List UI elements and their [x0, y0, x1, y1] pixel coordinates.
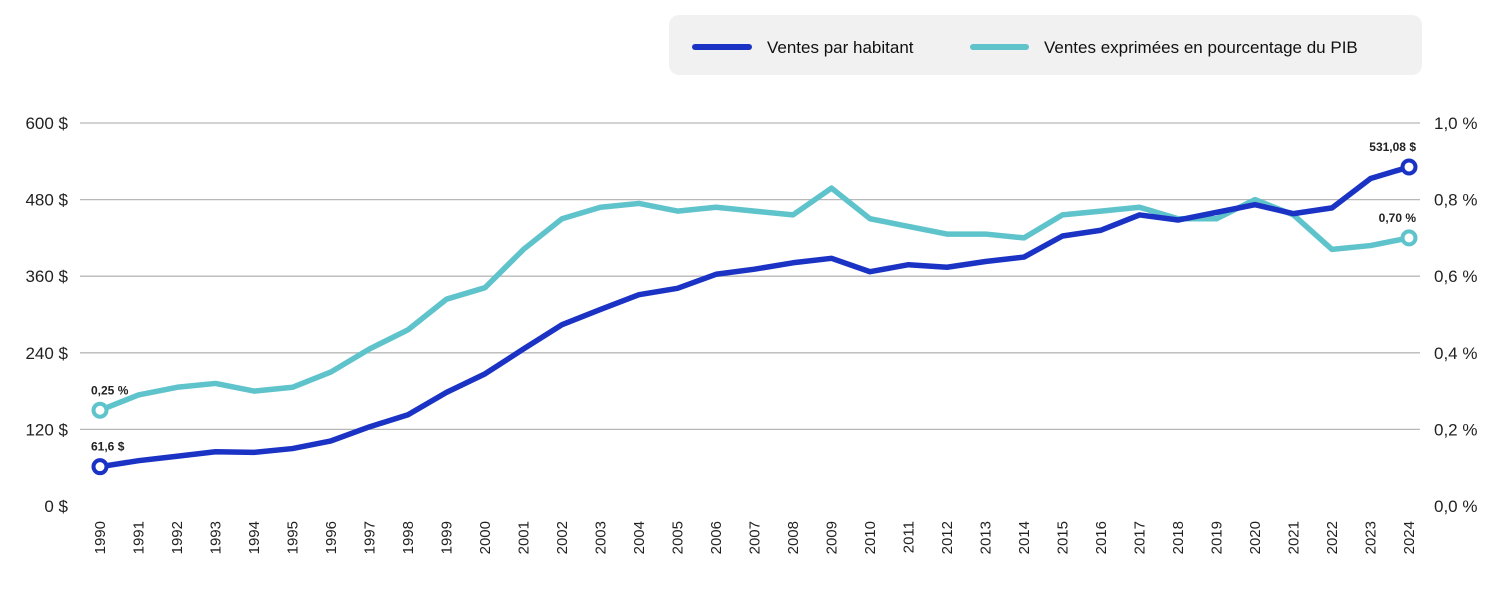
left-tick-label: 120 $: [25, 420, 68, 439]
x-tick-label: 2015: [1055, 521, 1072, 554]
x-tick-label: 2014: [1016, 521, 1033, 554]
x-tick-label: 2013: [978, 521, 995, 554]
x-tick-label: 1999: [439, 521, 456, 554]
legend-label: Ventes par habitant: [767, 38, 914, 57]
right-tick-label: 0,6 %: [1434, 267, 1477, 286]
x-tick-label: 1993: [208, 521, 225, 554]
x-tick-label: 2018: [1170, 521, 1187, 554]
x-tick-label: 2000: [477, 521, 494, 554]
data-label: 61,6 $: [91, 440, 125, 454]
x-tick-label: 1997: [362, 521, 379, 554]
x-tick-label: 2017: [1132, 521, 1149, 554]
x-tick-label: 2004: [631, 521, 648, 554]
x-tick-label: 2016: [1093, 521, 1110, 554]
x-tick-label: 2012: [939, 521, 956, 554]
left-tick-label: 0 $: [44, 497, 68, 516]
right-tick-label: 0,0 %: [1434, 497, 1477, 516]
left-tick-label: 240 $: [25, 344, 68, 363]
x-tick-label: 2006: [708, 521, 725, 554]
x-tick-label: 2001: [516, 521, 533, 554]
right-tick-label: 0,2 %: [1434, 420, 1477, 439]
legend-box: [669, 15, 1422, 75]
x-tick-label: 1990: [92, 521, 109, 554]
x-tick-label: 2020: [1247, 521, 1264, 554]
right-tick-label: 0,4 %: [1434, 344, 1477, 363]
right-tick-label: 0,8 %: [1434, 191, 1477, 210]
x-tick-label: 2009: [824, 521, 841, 554]
left-axis: 0 $ 120 $ 240 $ 360 $ 480 $ 600 $: [25, 114, 68, 516]
series-group: [91, 158, 1418, 476]
x-tick-label: 1998: [400, 521, 417, 554]
x-tick-label: 2005: [670, 521, 687, 554]
left-tick-label: 600 $: [25, 114, 68, 133]
data-point-marker: [91, 458, 109, 476]
x-tick-label: 2023: [1363, 521, 1380, 554]
x-tick-label: 2008: [785, 521, 802, 554]
x-tick-label: 2007: [747, 521, 764, 554]
data-label: 0,70 %: [1379, 211, 1417, 225]
x-tick-label: 1996: [323, 521, 340, 554]
legend-label: Ventes exprimées en pourcentage du PIB: [1044, 38, 1358, 57]
right-tick-label: 1,0 %: [1434, 114, 1477, 133]
data-label: 0,25 %: [91, 383, 129, 397]
x-tick-label: 2021: [1286, 521, 1303, 554]
left-tick-label: 360 $: [25, 267, 68, 286]
grid-lines: [80, 122, 1420, 431]
annotations: 61,6 $ 531,08 $ 0,25 % 0,70 %: [91, 140, 1416, 454]
series-line-per-capita: [97, 164, 1412, 470]
legend: Ventes par habitant Ventes exprimées en p…: [669, 15, 1422, 75]
left-tick-label: 480 $: [25, 191, 68, 210]
x-tick-label: 2019: [1209, 521, 1226, 554]
data-point-marker: [1400, 229, 1418, 247]
series-line-gdp-percent: [97, 185, 1412, 413]
x-tick-label: 2002: [554, 521, 571, 554]
x-axis: 1990 1991 1992 1993 1994 1995 1996 1997 1998 1999…: [92, 521, 1418, 554]
x-tick-label: 1992: [169, 521, 186, 554]
data-point-marker: [91, 401, 109, 419]
right-axis: 0,0 % 0,2 % 0,4 % 0,6 % 0,8 % 1,0 %: [1434, 114, 1477, 516]
x-tick-label: 2022: [1324, 521, 1341, 554]
x-tick-label: 2010: [862, 521, 879, 554]
x-tick-label: 1995: [285, 521, 302, 554]
x-tick-label: 1994: [246, 521, 263, 554]
x-tick-label: 2011: [901, 521, 918, 553]
x-tick-label: 1991: [131, 521, 148, 554]
data-label: 531,08 $: [1369, 140, 1416, 154]
x-tick-label: 2003: [593, 521, 610, 554]
data-point-marker: [1400, 158, 1418, 176]
x-tick-label: 2024: [1401, 521, 1418, 554]
